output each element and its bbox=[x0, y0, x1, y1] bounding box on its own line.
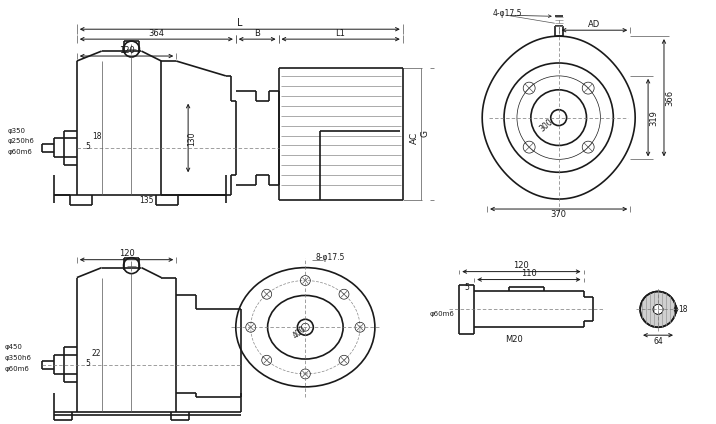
Text: 120: 120 bbox=[119, 249, 135, 258]
Text: 110: 110 bbox=[521, 269, 537, 278]
Text: 5: 5 bbox=[86, 359, 91, 368]
Text: φ60m6: φ60m6 bbox=[4, 366, 29, 372]
Text: 18: 18 bbox=[678, 305, 687, 314]
Text: B: B bbox=[253, 29, 260, 38]
Text: 120: 120 bbox=[513, 261, 529, 270]
Text: 22: 22 bbox=[92, 349, 101, 357]
Text: 135: 135 bbox=[139, 195, 154, 204]
Text: 8-φ17.5: 8-φ17.5 bbox=[316, 253, 345, 262]
Text: 319: 319 bbox=[649, 110, 659, 126]
Text: M20: M20 bbox=[505, 335, 523, 344]
Text: AD: AD bbox=[589, 20, 601, 29]
Circle shape bbox=[640, 291, 676, 327]
Text: 300: 300 bbox=[538, 117, 555, 134]
Text: 64: 64 bbox=[653, 337, 663, 346]
Text: 366: 366 bbox=[665, 90, 674, 106]
Text: AC: AC bbox=[410, 131, 419, 144]
Text: 18: 18 bbox=[92, 132, 101, 141]
Text: L: L bbox=[237, 18, 243, 28]
Text: G: G bbox=[420, 130, 429, 137]
Text: 4-φ17.5: 4-φ17.5 bbox=[493, 9, 522, 18]
Circle shape bbox=[653, 304, 663, 314]
Text: 5: 5 bbox=[86, 142, 91, 151]
Text: L1: L1 bbox=[335, 29, 345, 38]
Text: 120: 120 bbox=[119, 45, 135, 55]
Text: 130: 130 bbox=[188, 131, 197, 146]
Text: φ450: φ450 bbox=[4, 344, 22, 350]
Text: φ350h6: φ350h6 bbox=[4, 355, 32, 361]
Text: φ350: φ350 bbox=[7, 128, 25, 134]
Text: 364: 364 bbox=[148, 29, 165, 38]
Text: 400: 400 bbox=[291, 324, 308, 340]
Text: φ60m6: φ60m6 bbox=[7, 149, 32, 155]
Text: φ250h6: φ250h6 bbox=[7, 139, 34, 145]
Text: φ60m6: φ60m6 bbox=[430, 311, 455, 317]
Text: 5: 5 bbox=[465, 283, 470, 292]
Text: 370: 370 bbox=[551, 210, 566, 220]
